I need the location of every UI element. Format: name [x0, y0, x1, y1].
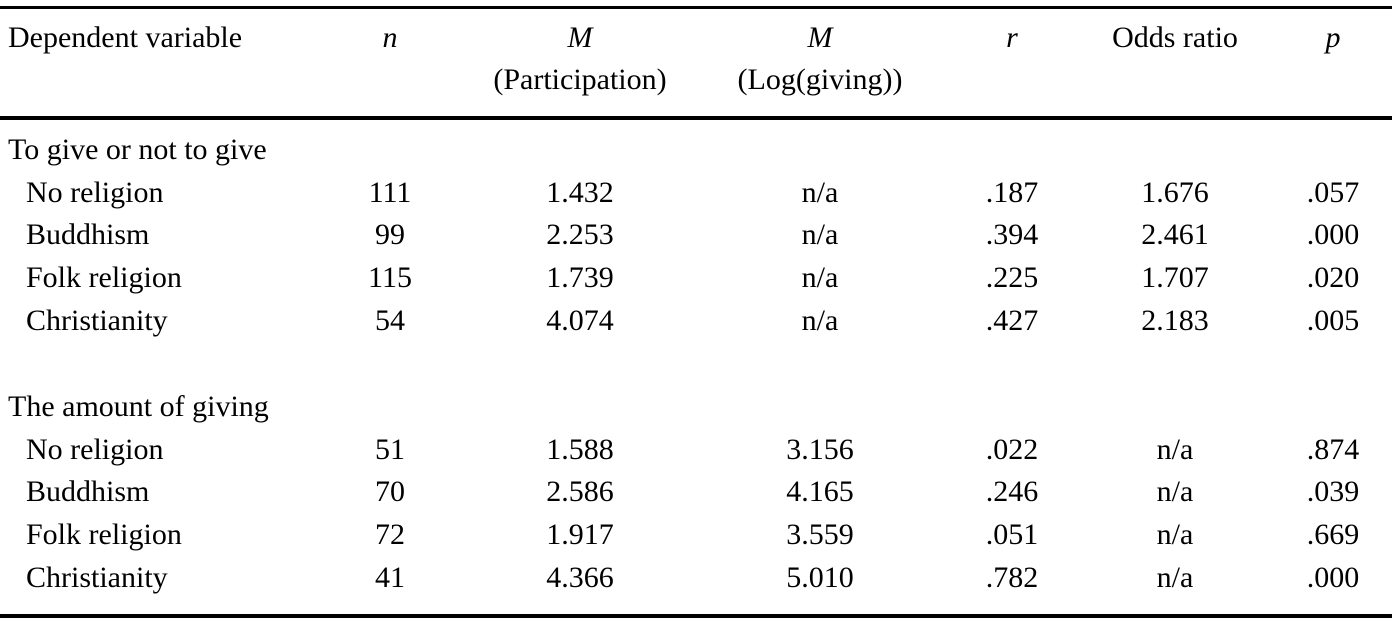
row-label: No religion	[26, 175, 164, 209]
cell: 2.586	[546, 475, 614, 509]
bottom-rule	[0, 614, 1392, 618]
cell: 4.366	[546, 560, 614, 594]
column-header: Odds ratio	[1112, 21, 1238, 54]
cell: n/a	[1156, 560, 1194, 594]
cell: 115	[368, 261, 412, 295]
column-symbol: n	[382, 21, 398, 54]
cell: n/a	[801, 218, 839, 252]
cell: n/a	[1156, 475, 1194, 509]
cell: 3.559	[786, 518, 854, 552]
cell: 2.253	[546, 218, 614, 252]
cell: 4.165	[786, 475, 854, 509]
cell: 1.432	[546, 175, 614, 209]
row-label: Buddhism	[26, 475, 150, 509]
section-title: The amount of giving	[8, 390, 269, 423]
cell: 111	[368, 175, 412, 209]
cell: 1.676	[1141, 175, 1209, 209]
row-label: Folk religion	[26, 261, 182, 295]
cell: 51	[375, 432, 405, 466]
cell: 3.156	[786, 432, 854, 466]
row-label: Buddhism	[26, 218, 150, 252]
top-rule	[0, 6, 1392, 9]
cell: .669	[1306, 518, 1360, 552]
cell: .782	[985, 560, 1039, 594]
cell: 99	[375, 218, 405, 252]
cell: 1.917	[546, 518, 614, 552]
cell: 54	[375, 303, 405, 337]
row-label: Folk religion	[26, 518, 182, 552]
cell: n/a	[1156, 518, 1194, 552]
cell: .000	[1306, 560, 1360, 594]
cell: .039	[1306, 475, 1360, 509]
cell: 1.588	[546, 432, 614, 466]
cell: 2.183	[1141, 303, 1209, 337]
column-header: (Participation)	[493, 63, 667, 96]
cell: 72	[375, 518, 405, 552]
column-symbol: p	[1325, 21, 1341, 54]
cell: .427	[985, 303, 1039, 337]
column-header: Dependent variable	[8, 21, 243, 54]
cell: .022	[985, 432, 1039, 466]
cell: .225	[985, 261, 1039, 295]
cell: .057	[1306, 175, 1360, 209]
cell: n/a	[801, 175, 839, 209]
cell: .246	[985, 475, 1039, 509]
cell: .394	[985, 218, 1039, 252]
header-rule	[0, 116, 1392, 120]
column-symbol: M	[807, 21, 833, 54]
row-label: Christianity	[26, 303, 168, 337]
row-label: No religion	[26, 432, 164, 466]
cell: n/a	[801, 261, 839, 295]
cell: 4.074	[546, 303, 614, 337]
cell: 70	[375, 475, 405, 509]
cell: 41	[375, 560, 405, 594]
cell: .020	[1306, 261, 1360, 295]
cell: n/a	[801, 303, 839, 337]
cell: .000	[1306, 218, 1360, 252]
section-title: To give or not to give	[8, 133, 267, 166]
column-symbol: r	[1006, 21, 1018, 54]
column-symbol: M	[567, 21, 593, 54]
cell: .187	[985, 175, 1039, 209]
cell: 2.461	[1141, 218, 1209, 252]
cell: 1.739	[546, 261, 614, 295]
cell: .051	[985, 518, 1039, 552]
cell: .874	[1306, 432, 1360, 466]
row-label: Christianity	[26, 560, 168, 594]
cell: .005	[1306, 303, 1360, 337]
cell: n/a	[1156, 432, 1194, 466]
cell: 1.707	[1141, 261, 1209, 295]
column-header: (Log(giving))	[737, 63, 903, 96]
cell: 5.010	[786, 560, 854, 594]
